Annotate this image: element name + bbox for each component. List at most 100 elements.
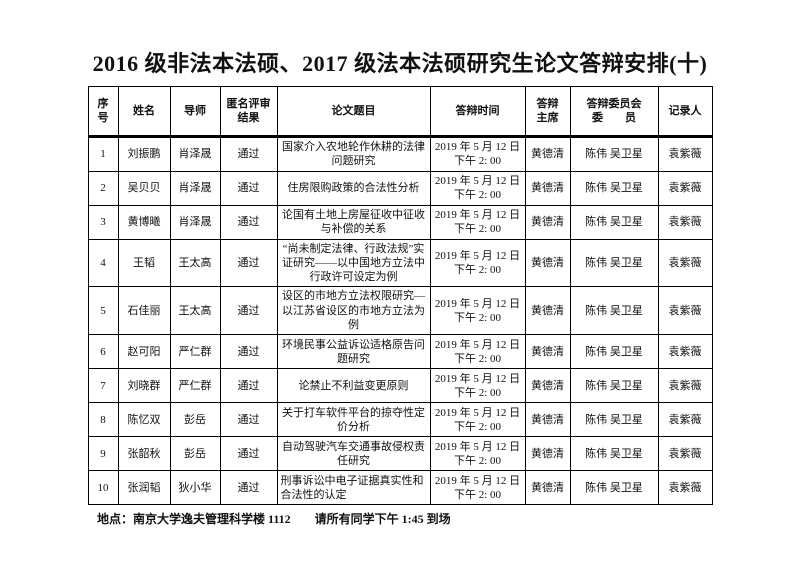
cell-name: 张韶秋 <box>117 436 171 472</box>
column-header-supervisor: 导师 <box>169 86 221 138</box>
column-header-no: 序 号 <box>87 86 119 138</box>
cell-defense-time: 2019 年 5 月 12 日下午 2: 00 <box>429 204 526 240</box>
cell-chairman: 黄德清 <box>524 436 571 472</box>
table-row: 5 石佳丽 王太高 通过 设区的市地方立法权限研究—以江苏省设区的市地方立法为例… <box>87 286 713 336</box>
cell-recorder: 袁紫薇 <box>657 238 713 288</box>
cell-review-result: 通过 <box>219 334 278 370</box>
cell-no: 4 <box>87 238 119 288</box>
cell-recorder: 袁紫薇 <box>657 334 713 370</box>
cell-chairman: 黄德清 <box>524 402 571 438</box>
cell-name: 石佳丽 <box>117 286 171 336</box>
cell-no: 8 <box>87 402 119 438</box>
column-header-committee: 答辩委员会 委 员 <box>569 86 659 138</box>
cell-name: 黄博曦 <box>117 204 171 240</box>
cell-recorder: 袁紫薇 <box>657 470 713 506</box>
cell-thesis-title: 刑事诉讼中电子证据真实性和合法性的认定 <box>276 470 431 506</box>
table-row: 6 赵可阳 严仁群 通过 环境民事公益诉讼适格原告问题研究 2019 年 5 月… <box>87 334 713 370</box>
cell-chairman: 黄德清 <box>524 170 571 206</box>
cell-defense-time: 2019 年 5 月 12 日下午 2: 00 <box>429 368 526 404</box>
cell-chairman: 黄德清 <box>524 136 571 172</box>
cell-committee-members: 陈伟 吴卫星 <box>569 238 659 288</box>
cell-no: 2 <box>87 170 119 206</box>
column-header-time: 答辩时间 <box>429 86 526 138</box>
cell-defense-time: 2019 年 5 月 12 日下午 2: 00 <box>429 136 526 172</box>
page-title: 2016 级非法本法硕、2017 级法本法硕研究生论文答辩安排(十) <box>92 51 708 76</box>
cell-recorder: 袁紫薇 <box>657 136 713 172</box>
cell-supervisor: 王太高 <box>169 238 221 288</box>
footer-note: 地点：南京大学逸夫管理科学楼 1112 请所有同学下午 1:45 到场 <box>97 512 451 527</box>
cell-no: 7 <box>87 368 119 404</box>
cell-chairman: 黄德清 <box>524 238 571 288</box>
cell-committee-members: 陈伟 吴卫星 <box>569 286 659 336</box>
cell-thesis-title: 国家介入农地轮作休耕的法律问题研究 <box>276 136 431 172</box>
cell-supervisor: 狄小华 <box>169 470 221 506</box>
cell-supervisor: 严仁群 <box>169 368 221 404</box>
cell-supervisor: 王太高 <box>169 286 221 336</box>
cell-no: 6 <box>87 334 119 370</box>
cell-name: 王韬 <box>117 238 171 288</box>
table-row: 9 张韶秋 彭岳 通过 自动驾驶汽车交通事故侵权责任研究 2019 年 5 月 … <box>87 436 713 472</box>
cell-supervisor: 严仁群 <box>169 334 221 370</box>
cell-supervisor: 肖泽晟 <box>169 204 221 240</box>
cell-defense-time: 2019 年 5 月 12 日下午 2: 00 <box>429 436 526 472</box>
cell-review-result: 通过 <box>219 170 278 206</box>
cell-committee-members: 陈伟 吴卫星 <box>569 402 659 438</box>
cell-thesis-title: 设区的市地方立法权限研究—以江苏省设区的市地方立法为例 <box>276 286 431 336</box>
cell-thesis-title: 环境民事公益诉讼适格原告问题研究 <box>276 334 431 370</box>
cell-recorder: 袁紫薇 <box>657 368 713 404</box>
cell-committee-members: 陈伟 吴卫星 <box>569 334 659 370</box>
cell-recorder: 袁紫薇 <box>657 204 713 240</box>
cell-thesis-title: 论国有土地上房屋征收中征收与补偿的关系 <box>276 204 431 240</box>
cell-no: 3 <box>87 204 119 240</box>
column-header-thesis-title: 论文题目 <box>276 86 431 138</box>
table-header-row: 序 号 姓名 导师 匿名评审 结果 论文题目 答辩时间 答辩 主席 答辩委员会 … <box>87 86 713 138</box>
cell-recorder: 袁紫薇 <box>657 436 713 472</box>
cell-review-result: 通过 <box>219 436 278 472</box>
cell-committee-members: 陈伟 吴卫星 <box>569 470 659 506</box>
cell-recorder: 袁紫薇 <box>657 170 713 206</box>
cell-review-result: 通过 <box>219 402 278 438</box>
cell-chairman: 黄德清 <box>524 204 571 240</box>
column-header-review: 匿名评审 结果 <box>219 86 278 138</box>
cell-thesis-title: 论禁止不利益变更原则 <box>276 368 431 404</box>
cell-chairman: 黄德清 <box>524 368 571 404</box>
column-header-chairman: 答辩 主席 <box>524 86 571 138</box>
cell-committee-members: 陈伟 吴卫星 <box>569 170 659 206</box>
column-header-name: 姓名 <box>117 86 171 138</box>
cell-review-result: 通过 <box>219 136 278 172</box>
cell-defense-time: 2019 年 5 月 12 日下午 2: 00 <box>429 286 526 336</box>
cell-recorder: 袁紫薇 <box>657 402 713 438</box>
cell-name: 吴贝贝 <box>117 170 171 206</box>
cell-defense-time: 2019 年 5 月 12 日下午 2: 00 <box>429 238 526 288</box>
column-header-recorder: 记录人 <box>657 86 713 138</box>
cell-thesis-title: 关于打车软件平台的掠夺性定价分析 <box>276 402 431 438</box>
defense-schedule-table: 序 号 姓名 导师 匿名评审 结果 论文题目 答辩时间 答辩 主席 答辩委员会 … <box>87 86 713 506</box>
cell-defense-time: 2019 年 5 月 12 日下午 2: 00 <box>429 402 526 438</box>
cell-no: 9 <box>87 436 119 472</box>
cell-review-result: 通过 <box>219 470 278 506</box>
cell-name: 赵可阳 <box>117 334 171 370</box>
table-row: 2 吴贝贝 肖泽晟 通过 住房限购政策的合法性分析 2019 年 5 月 12 … <box>87 170 713 206</box>
cell-name: 张润韬 <box>117 470 171 506</box>
cell-supervisor: 肖泽晟 <box>169 170 221 206</box>
cell-committee-members: 陈伟 吴卫星 <box>569 436 659 472</box>
cell-name: 陈忆双 <box>117 402 171 438</box>
cell-committee-members: 陈伟 吴卫星 <box>569 136 659 172</box>
cell-review-result: 通过 <box>219 286 278 336</box>
table-row: 8 陈忆双 彭岳 通过 关于打车软件平台的掠夺性定价分析 2019 年 5 月 … <box>87 402 713 438</box>
cell-review-result: 通过 <box>219 368 278 404</box>
cell-no: 5 <box>87 286 119 336</box>
cell-supervisor: 肖泽晟 <box>169 136 221 172</box>
cell-chairman: 黄德清 <box>524 470 571 506</box>
table-row: 1 刘振鹏 肖泽晟 通过 国家介入农地轮作休耕的法律问题研究 2019 年 5 … <box>87 136 713 172</box>
cell-committee-members: 陈伟 吴卫星 <box>569 368 659 404</box>
table-row: 4 王韬 王太高 通过 “尚未制定法律、行政法规”实证研究——以中国地方立法中行… <box>87 238 713 288</box>
cell-committee-members: 陈伟 吴卫星 <box>569 204 659 240</box>
cell-supervisor: 彭岳 <box>169 402 221 438</box>
cell-defense-time: 2019 年 5 月 12 日下午 2: 00 <box>429 470 526 506</box>
cell-name: 刘晓群 <box>117 368 171 404</box>
table-row: 10 张润韬 狄小华 通过 刑事诉讼中电子证据真实性和合法性的认定 2019 年… <box>87 470 713 506</box>
table-body: 1 刘振鹏 肖泽晟 通过 国家介入农地轮作休耕的法律问题研究 2019 年 5 … <box>87 136 713 506</box>
cell-no: 1 <box>87 136 119 172</box>
